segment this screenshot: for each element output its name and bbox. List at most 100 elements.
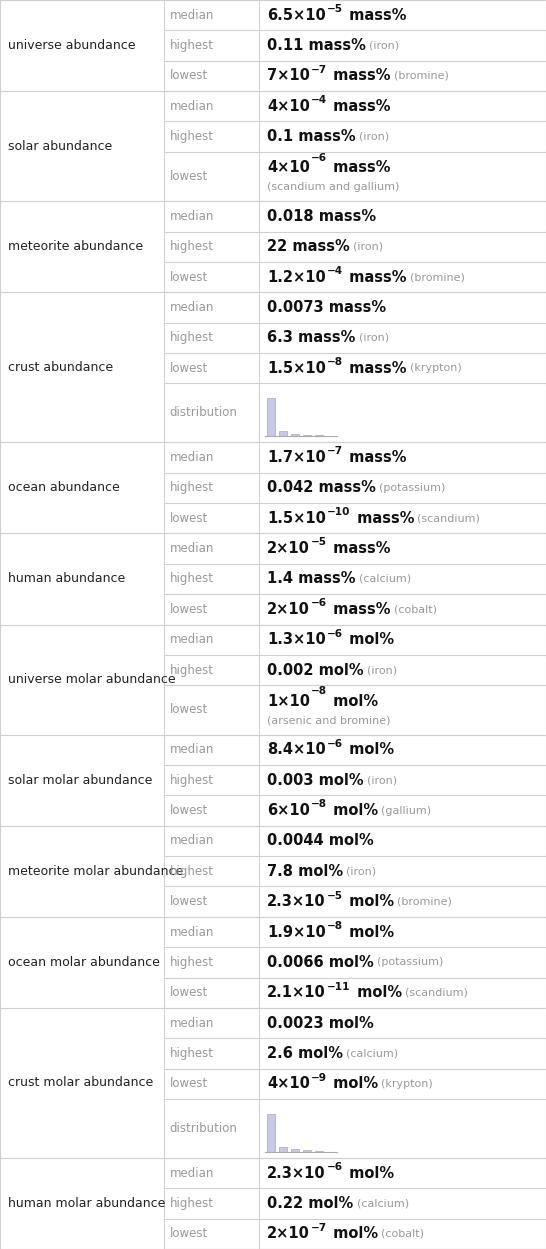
Text: 6.5×10: 6.5×10 — [268, 7, 326, 22]
Text: highest: highest — [170, 773, 214, 787]
Text: mass%: mass% — [328, 69, 391, 84]
Text: 2.1×10: 2.1×10 — [268, 985, 326, 1000]
Text: median: median — [170, 542, 214, 555]
Text: −7: −7 — [311, 1223, 328, 1233]
Text: highest: highest — [170, 1197, 214, 1210]
Text: −8: −8 — [311, 686, 328, 696]
Text: mass%: mass% — [352, 511, 414, 526]
Text: median: median — [170, 301, 214, 313]
Text: median: median — [170, 1017, 214, 1029]
Text: 8.4×10: 8.4×10 — [268, 742, 326, 757]
Text: −10: −10 — [327, 507, 351, 517]
Text: 7×10: 7×10 — [268, 69, 310, 84]
Text: highest: highest — [170, 864, 214, 878]
Bar — [268, 1114, 275, 1152]
Text: −4: −4 — [327, 266, 343, 276]
Text: −8: −8 — [327, 357, 343, 367]
Text: 1.5×10: 1.5×10 — [268, 511, 326, 526]
Text: 2.3×10: 2.3×10 — [268, 894, 326, 909]
Text: crust abundance: crust abundance — [8, 361, 113, 373]
Text: median: median — [170, 633, 214, 646]
Text: 0.0023 mol%: 0.0023 mol% — [268, 1015, 374, 1030]
Text: lowest: lowest — [170, 896, 208, 908]
Text: 2.3×10: 2.3×10 — [268, 1165, 326, 1180]
Text: lowest: lowest — [170, 512, 208, 525]
Text: mass%: mass% — [344, 7, 407, 22]
Text: 1×10: 1×10 — [268, 693, 310, 708]
Text: mass%: mass% — [328, 160, 391, 175]
Text: 1.2×10: 1.2×10 — [268, 270, 326, 285]
Text: mol%: mol% — [344, 632, 394, 647]
Bar — [292, 433, 299, 436]
Text: mol%: mol% — [328, 803, 378, 818]
Text: universe molar abundance: universe molar abundance — [8, 673, 176, 686]
Text: mass%: mass% — [328, 541, 391, 556]
Text: 4×10: 4×10 — [268, 1077, 310, 1092]
Text: (scandium): (scandium) — [417, 513, 480, 523]
Text: −6: −6 — [327, 738, 343, 748]
Text: lowest: lowest — [170, 603, 208, 616]
Text: (calcium): (calcium) — [359, 575, 411, 585]
Text: −5: −5 — [327, 891, 343, 901]
Text: 0.018 mass%: 0.018 mass% — [268, 209, 377, 224]
Text: 6.3 mass%: 6.3 mass% — [268, 331, 356, 346]
Text: (iron): (iron) — [359, 333, 389, 343]
Text: mol%: mol% — [328, 1227, 378, 1242]
Text: (gallium): (gallium) — [382, 806, 431, 816]
Text: universe abundance: universe abundance — [8, 39, 135, 52]
Text: (bromine): (bromine) — [410, 272, 465, 282]
Text: 0.002 mol%: 0.002 mol% — [268, 662, 364, 677]
Text: human abundance: human abundance — [8, 572, 125, 586]
Text: 0.003 mol%: 0.003 mol% — [268, 773, 364, 788]
Text: 0.0044 mol%: 0.0044 mol% — [268, 833, 374, 848]
Text: median: median — [170, 9, 214, 21]
Text: −8: −8 — [327, 921, 343, 931]
Text: (krypton): (krypton) — [381, 1079, 433, 1089]
Text: mol%: mol% — [344, 1165, 394, 1180]
Text: 7.8 mol%: 7.8 mol% — [268, 864, 343, 879]
Text: highest: highest — [170, 481, 214, 495]
Text: 22 mass%: 22 mass% — [268, 240, 350, 255]
Text: (cobalt): (cobalt) — [382, 1229, 424, 1239]
Text: lowest: lowest — [170, 362, 208, 375]
Text: solar molar abundance: solar molar abundance — [8, 773, 152, 787]
Text: median: median — [170, 1167, 214, 1179]
Text: (cobalt): (cobalt) — [394, 605, 437, 615]
Text: −9: −9 — [311, 1073, 327, 1083]
Text: median: median — [170, 743, 214, 757]
Text: lowest: lowest — [170, 170, 208, 184]
Text: (bromine): (bromine) — [397, 897, 452, 907]
Text: ocean abundance: ocean abundance — [8, 481, 120, 495]
Text: −6: −6 — [327, 628, 343, 638]
Text: median: median — [170, 100, 214, 112]
Text: (calcium): (calcium) — [346, 1048, 399, 1058]
Text: 4×10: 4×10 — [268, 99, 310, 114]
Text: highest: highest — [170, 39, 214, 52]
Text: 2.6 mol%: 2.6 mol% — [268, 1045, 343, 1060]
Bar — [280, 431, 287, 436]
Bar — [304, 435, 311, 436]
Text: (potassium): (potassium) — [379, 483, 446, 493]
Text: 0.042 mass%: 0.042 mass% — [268, 481, 376, 496]
Text: lowest: lowest — [170, 1228, 208, 1240]
Text: highest: highest — [170, 955, 214, 969]
Text: 0.22 mol%: 0.22 mol% — [268, 1197, 354, 1212]
Text: 0.11 mass%: 0.11 mass% — [268, 37, 366, 52]
Text: −5: −5 — [327, 4, 343, 14]
Text: 0.1 mass%: 0.1 mass% — [268, 129, 356, 144]
Text: meteorite abundance: meteorite abundance — [8, 240, 143, 254]
Text: lowest: lowest — [170, 1078, 208, 1090]
Text: −6: −6 — [311, 598, 328, 608]
Text: 0.0073 mass%: 0.0073 mass% — [268, 300, 387, 315]
Text: (iron): (iron) — [367, 664, 397, 674]
Text: mass%: mass% — [344, 450, 407, 465]
Text: 1.5×10: 1.5×10 — [268, 361, 326, 376]
Text: lowest: lowest — [170, 703, 208, 717]
Text: 1.4 mass%: 1.4 mass% — [268, 572, 356, 587]
Text: 0.0066 mol%: 0.0066 mol% — [268, 955, 374, 970]
Text: (arsenic and bromine): (arsenic and bromine) — [268, 716, 391, 726]
Text: distribution: distribution — [170, 406, 238, 420]
Text: mass%: mass% — [344, 270, 407, 285]
Bar — [268, 398, 275, 436]
Text: 1.9×10: 1.9×10 — [268, 924, 326, 939]
